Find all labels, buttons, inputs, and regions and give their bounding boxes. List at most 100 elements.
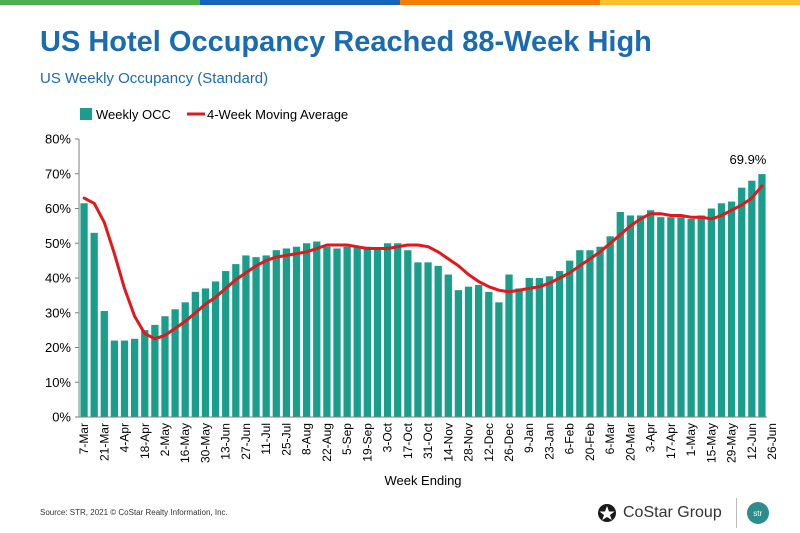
occupancy-bar	[303, 243, 311, 417]
occupancy-bar	[555, 271, 564, 417]
occupancy-bar	[727, 201, 736, 417]
top-bar-segment-green	[0, 0, 200, 5]
occupancy-bar	[242, 255, 250, 417]
occupancy-bar	[667, 217, 675, 417]
occupancy-bar	[616, 211, 624, 417]
x-tick-label: 31-Oct	[421, 422, 435, 459]
x-tick-label: 17-Oct	[401, 422, 415, 459]
occupancy-bar	[151, 324, 159, 417]
x-tick-label: 15-May	[704, 423, 718, 463]
x-tick-label: 3-Apr	[644, 423, 658, 452]
page-subtitle: US Weekly Occupancy (Standard)	[40, 70, 269, 87]
occupancy-bar	[545, 276, 554, 417]
y-tick-label: 60%	[45, 201, 71, 216]
occupancy-bar	[211, 281, 220, 417]
occupancy-bar	[120, 340, 129, 417]
legend-label-weekly-occ: Weekly OCC	[96, 107, 171, 122]
occupancy-bar	[738, 187, 746, 417]
x-tick-label: 27-Jun	[239, 423, 253, 460]
occupancy-bar	[697, 215, 705, 417]
occupancy-bar	[576, 250, 584, 417]
logo-area: CoStar Group str	[597, 497, 769, 529]
occupancy-bar	[353, 246, 361, 417]
x-tick-label: 13-Jun	[219, 423, 233, 460]
occupancy-bar	[535, 278, 543, 417]
occupancy-bar	[323, 246, 331, 417]
occupancy-bar	[201, 288, 210, 417]
x-tick-label: 5-Sep	[340, 423, 354, 455]
x-tick-label: 12-Jun	[745, 423, 759, 460]
x-tick-label: 12-Dec	[482, 423, 496, 462]
y-tick-label: 0%	[52, 410, 71, 425]
occupancy-bar	[525, 278, 533, 417]
occupancy-bar	[161, 316, 169, 417]
occupancy-bar	[363, 246, 371, 417]
occupancy-bar	[434, 265, 442, 417]
x-tick-label: 11-Jul	[259, 423, 273, 455]
x-tick-label: 14-Nov	[441, 423, 455, 462]
x-tick-label: 20-Mar	[623, 423, 637, 461]
x-tick-label: 1-May	[684, 423, 698, 456]
occupancy-bar	[495, 302, 503, 417]
x-tick-label: 21-Mar	[97, 423, 111, 461]
top-bar-segment-blue	[200, 0, 400, 5]
top-bar-segment-orange	[400, 0, 600, 5]
occupancy-bar	[717, 203, 726, 417]
x-tick-label: 3-Oct	[381, 422, 395, 452]
occupancy-bar	[171, 309, 179, 417]
y-tick-label: 30%	[45, 305, 71, 320]
occupancy-bar	[657, 217, 665, 417]
occupancy-bar	[383, 243, 392, 417]
occupancy-bar	[687, 218, 695, 417]
occupancy-bar	[596, 246, 604, 417]
source-note: Source: STR, 2021 © CoStar Realty Inform…	[40, 508, 228, 517]
occupancy-bar	[232, 264, 240, 417]
y-tick-label: 20%	[45, 340, 71, 355]
y-tick-label: 70%	[45, 166, 71, 181]
occupancy-bar	[505, 274, 513, 417]
y-tick-label: 40%	[45, 271, 71, 286]
occupancy-bar	[586, 250, 594, 417]
last-value-annotation: 69.9%	[730, 152, 767, 167]
occupancy-bar	[485, 291, 493, 417]
occupancy-bar	[606, 236, 614, 417]
top-color-bar	[0, 0, 800, 5]
occupancy-bar	[636, 215, 645, 417]
occupancy-bar	[343, 246, 351, 417]
x-tick-label: 19-Sep	[360, 423, 374, 462]
x-tick-label: 28-Nov	[462, 423, 476, 462]
occupancy-bar	[181, 302, 189, 417]
x-tick-label: 2-May	[158, 423, 172, 456]
occupancy-bar	[444, 274, 452, 417]
x-tick-label: 22-Aug	[320, 423, 334, 462]
x-tick-label: 30-May	[198, 423, 212, 463]
occupancy-bar	[282, 248, 291, 417]
moving-average-line	[82, 184, 764, 341]
occupancy-bar	[707, 208, 715, 417]
x-tick-label: 17-Apr	[664, 423, 678, 459]
occupancy-bar	[100, 311, 108, 417]
x-tick-label: 6-Feb	[563, 423, 577, 455]
occupancy-bar	[475, 284, 483, 417]
occupancy-bar	[677, 217, 685, 417]
occupancy-bar	[222, 271, 230, 417]
str-logo: str	[746, 502, 769, 524]
x-tick-label: 9-Jan	[522, 423, 536, 453]
logo-divider	[735, 498, 737, 528]
x-tick-label: 16-May	[178, 423, 192, 463]
occupancy-bar	[110, 340, 119, 417]
occupancy-bar	[131, 338, 139, 417]
y-tick-label: 10%	[45, 375, 71, 390]
occupancy-bar	[404, 250, 412, 417]
x-tick-label: 25-Jul	[279, 423, 293, 456]
legend-swatch-weekly-occ	[80, 108, 92, 120]
x-tick-label: 18-Apr	[138, 423, 152, 459]
costar-logo-text: CoStar Group	[623, 504, 722, 521]
occupancy-bar	[515, 288, 523, 417]
occupancy-bar	[373, 248, 382, 417]
costar-star-icon	[598, 504, 616, 522]
x-tick-label: 4-Apr	[118, 423, 132, 452]
x-axis-title: Week Ending	[384, 473, 461, 488]
occupancy-bar	[292, 246, 301, 417]
occupancy-bar	[748, 180, 756, 417]
